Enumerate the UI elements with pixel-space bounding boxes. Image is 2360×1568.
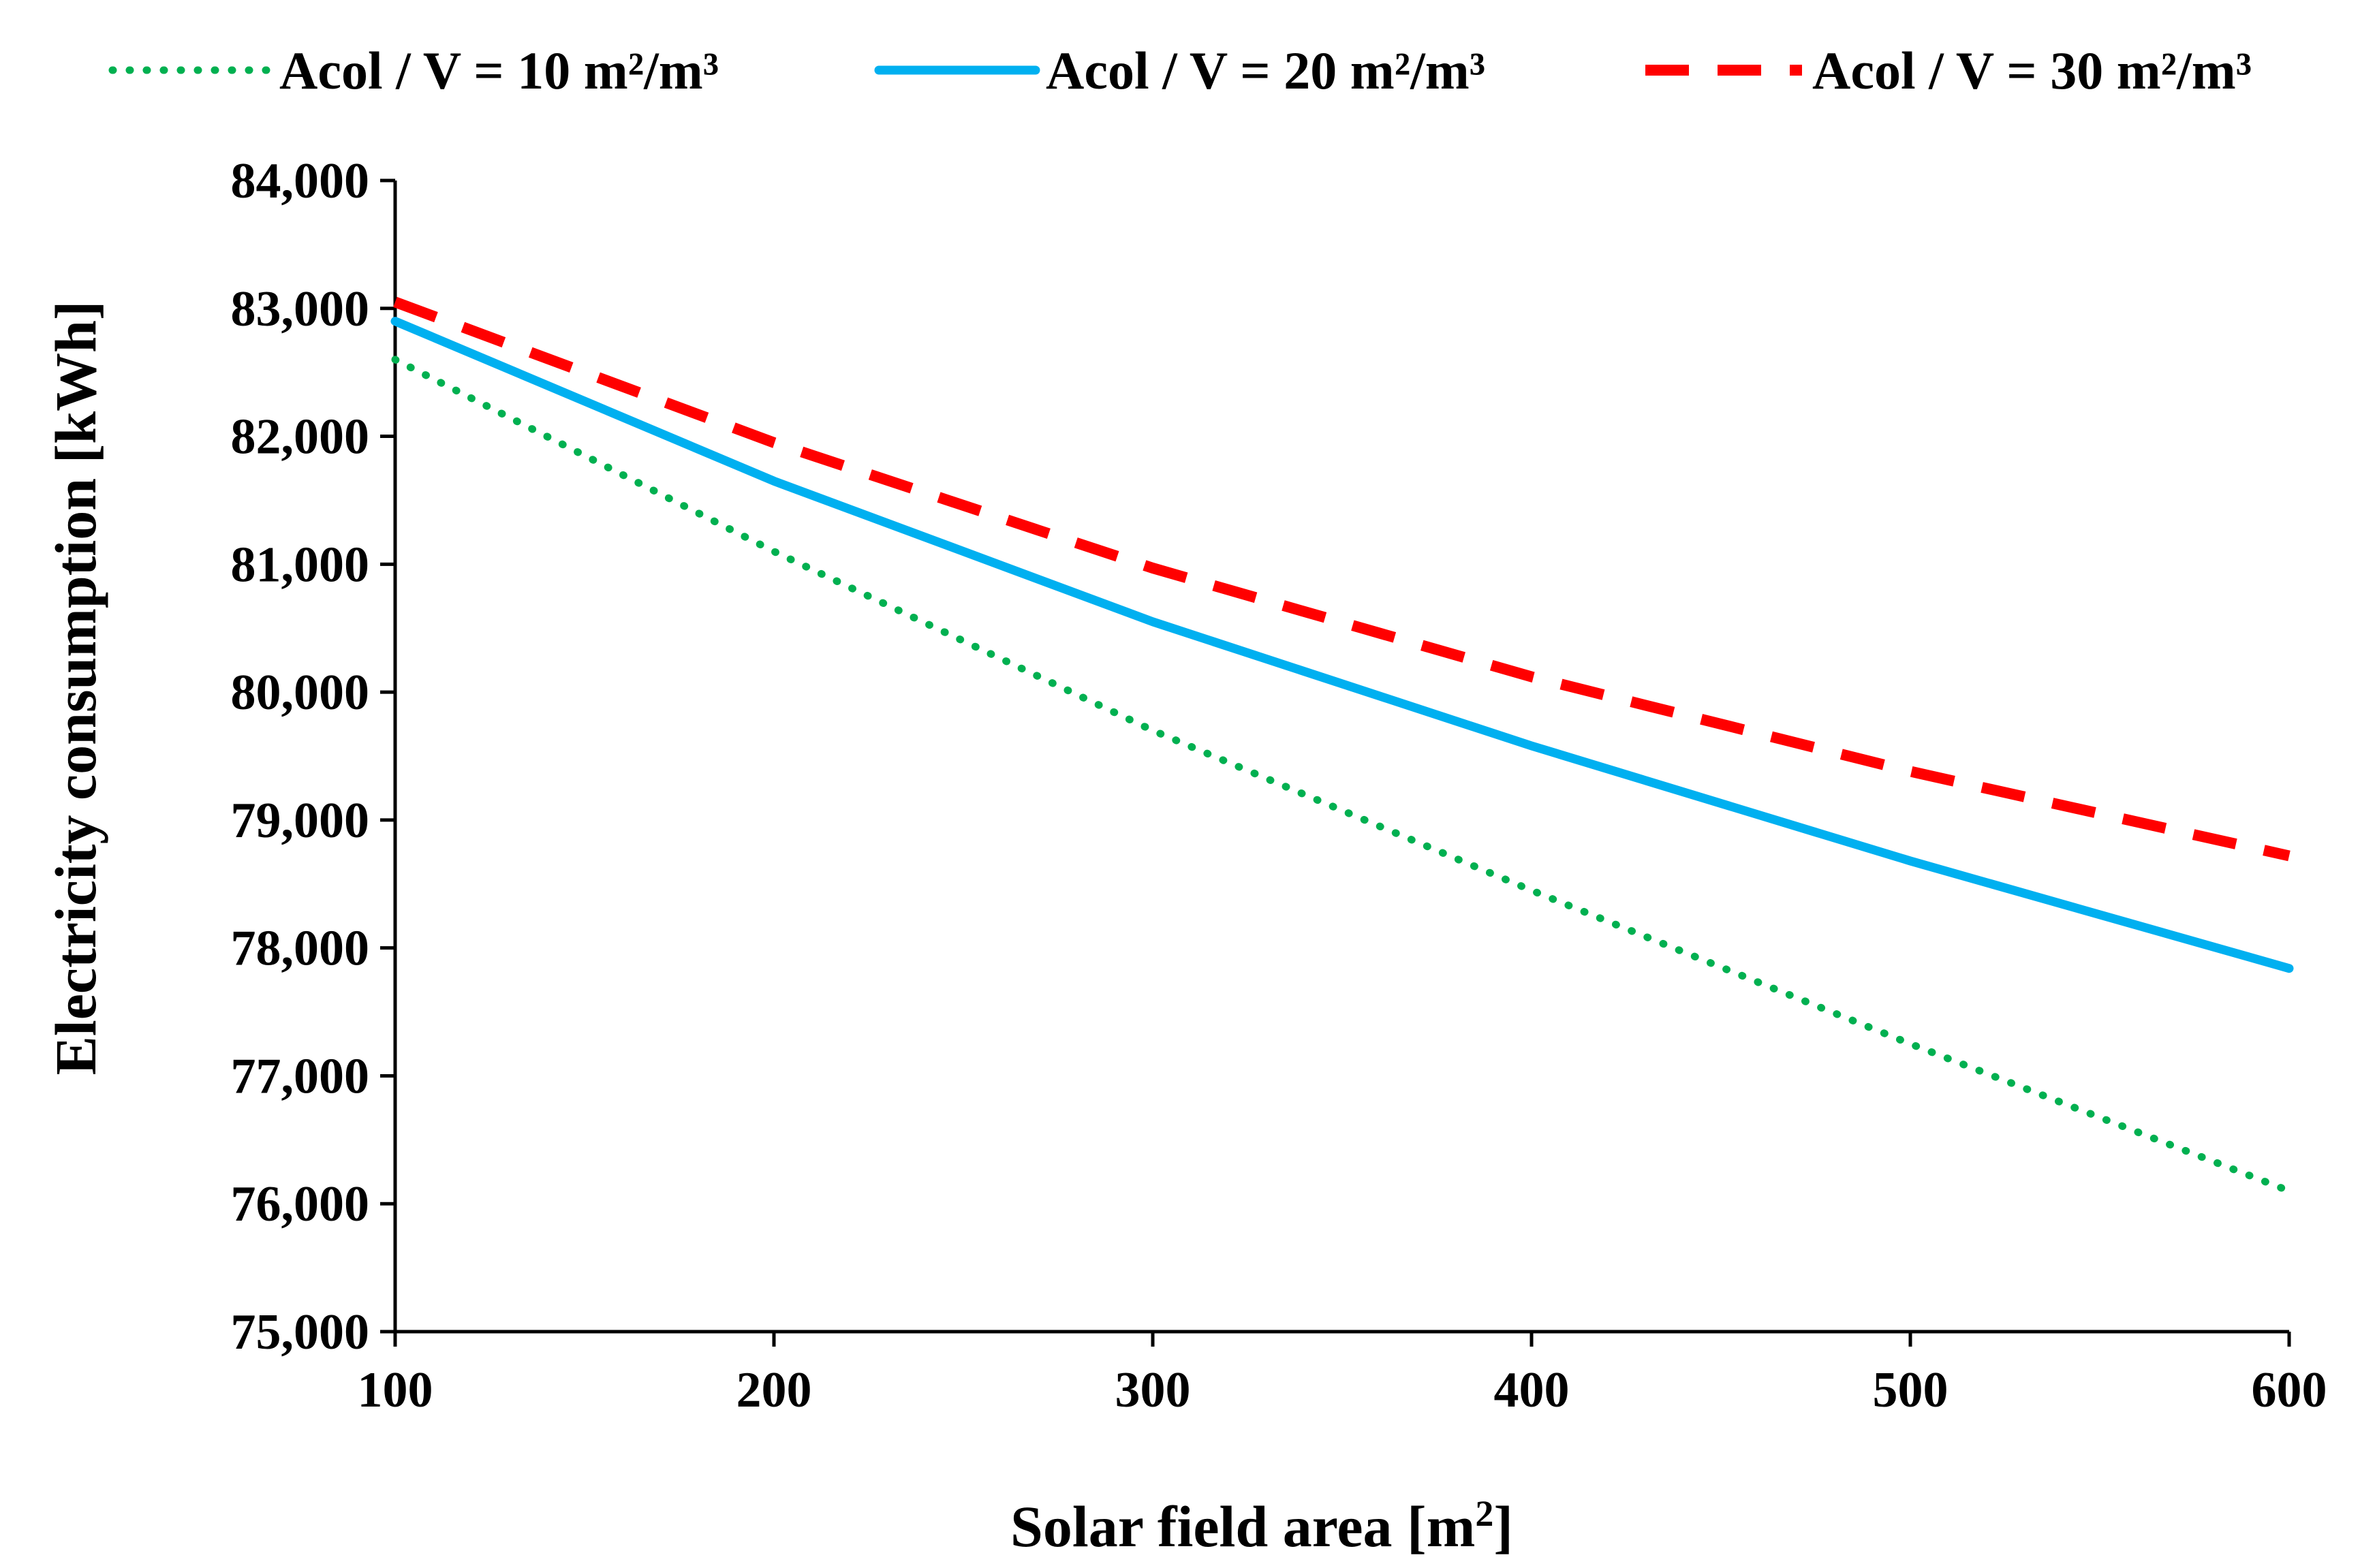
y-tick-label: 76,000 [231, 1176, 370, 1232]
series-line-2 [390, 317, 2294, 973]
x-tick-label: 600 [2252, 1362, 2327, 1418]
x-axis-title: Solar field area [m2] [1010, 1493, 1513, 1559]
series-layer [390, 296, 2294, 1195]
y-tick-label: 81,000 [231, 537, 370, 593]
legend: Acol / V = 10 m²/m³ Acol / V = 20 m²/m³ Ac… [108, 41, 2252, 100]
series-line-3 [393, 296, 2291, 862]
x-axis-title-main: Solar field area [m [1010, 1494, 1475, 1559]
y-tick-label: 84,000 [231, 153, 370, 209]
x-axis-title-end: ] [1493, 1494, 1513, 1559]
x-ticks: 100 200 300 400 500 600 [358, 1332, 2327, 1418]
y-axis-title: Electricity consumption [kWh] [43, 300, 108, 1075]
y-tick-label: 78,000 [231, 921, 370, 977]
y-tick-label: 82,000 [231, 409, 370, 465]
x-tick-label: 300 [1115, 1362, 1191, 1418]
x-tick-label: 200 [736, 1362, 812, 1418]
y-ticks: 75,000 76,000 77,000 78,000 79,000 80,000 81,0… [231, 153, 395, 1360]
x-tick-label: 400 [1494, 1362, 1570, 1418]
x-tick-label: 500 [1873, 1362, 1948, 1418]
legend-label-2: Acol / V = 20 m²/m³ [1046, 41, 1485, 100]
y-tick-label: 80,000 [231, 665, 370, 721]
series-line-1 [391, 356, 2293, 1195]
y-tick-label: 79,000 [231, 793, 370, 849]
y-tick-label: 77,000 [231, 1048, 370, 1104]
y-tick-label: 83,000 [231, 281, 370, 337]
legend-label-1: Acol / V = 10 m²/m³ [279, 41, 719, 100]
legend-label-3: Acol / V = 30 m²/m³ [1812, 41, 2252, 100]
x-axis-title-superscript: 2 [1475, 1493, 1493, 1534]
y-tick-label: 75,000 [231, 1304, 370, 1360]
axes [393, 181, 2289, 1334]
x-tick-label: 100 [358, 1362, 433, 1418]
